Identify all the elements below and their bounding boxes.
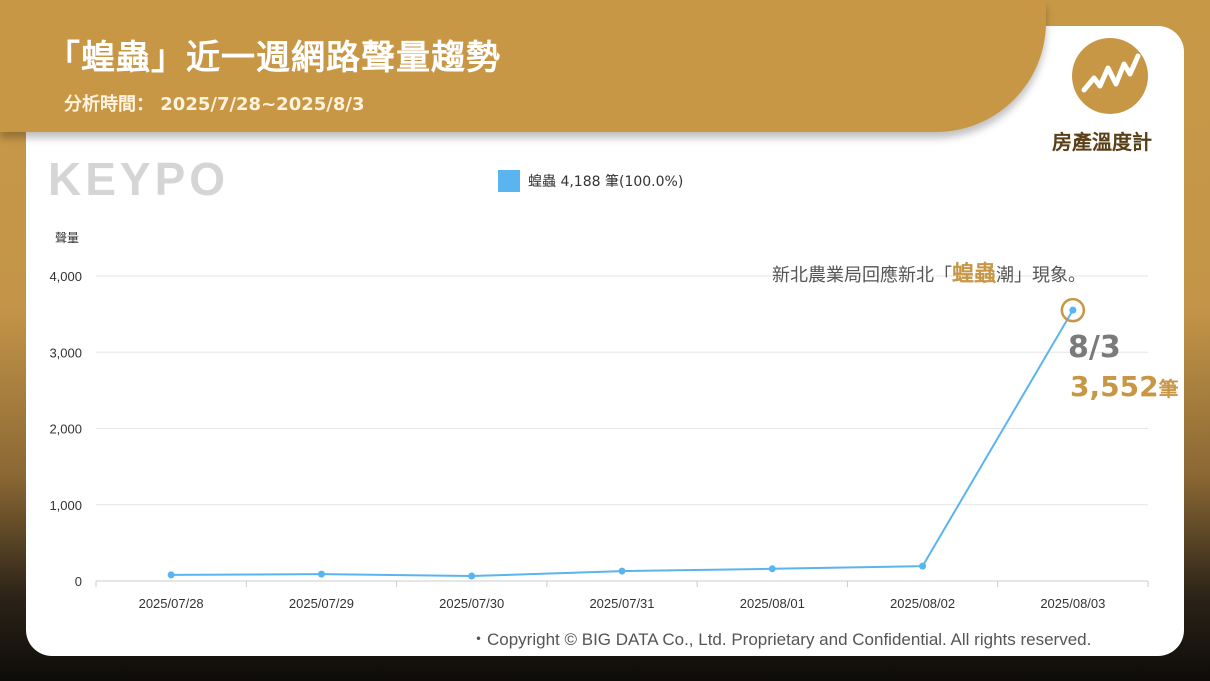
annotation-prefix: 新北農業局回應新北「 [772, 265, 952, 286]
x-tick-label: 2025/08/03 [1040, 596, 1105, 611]
series-line [171, 309, 1074, 578]
legend-label: 蝗蟲 4,188 筆(100.0%) [528, 174, 684, 190]
peak-date-label: 8/3 [1068, 330, 1121, 365]
keypo-watermark: KEYPO [48, 153, 230, 205]
page-title: 「蝗蟲」近一週網路聲量趨勢 [46, 38, 501, 78]
y-tick-label: 0 [75, 574, 82, 589]
y-tick-label: 3,000 [49, 345, 82, 360]
peak-value: 3,552 [1070, 370, 1159, 403]
trend-logo-icon [1072, 38, 1148, 114]
x-tick-label: 2025/07/29 [289, 596, 354, 611]
data-point [317, 570, 325, 578]
peak-highlight-ring [1060, 297, 1086, 323]
data-point [919, 562, 927, 570]
brand-logo: 房產溫度計 [1046, 38, 1176, 158]
copyright-notice: ・Copyright © BIG DATA Co., Ltd. Propriet… [470, 630, 1092, 649]
y-tick-label: 4,000 [49, 269, 82, 284]
data-point [167, 571, 175, 579]
chart-legend: 蝗蟲 4,188 筆(100.0%) [498, 170, 683, 192]
peak-value-label: 3,552筆 [1070, 370, 1179, 403]
x-tick-label: 2025/08/02 [890, 596, 955, 611]
x-tick-label: 2025/07/30 [439, 596, 504, 611]
data-point [618, 567, 626, 575]
annotation-suffix: 潮」現象。 [996, 265, 1087, 286]
data-point [768, 565, 776, 573]
brand-name: 房產溫度計 [1052, 130, 1152, 154]
data-point [1069, 306, 1077, 314]
analysis-period: 分析時間： 2025/7/28~2025/8/3 [64, 94, 365, 115]
data-point [468, 572, 476, 580]
annotation-highlight: 蝗蟲 [952, 262, 997, 287]
y-tick-label: 1,000 [49, 498, 82, 513]
event-annotation: 新北農業局回應新北「蝗蟲潮」現象。 [772, 256, 1086, 288]
legend-swatch [498, 170, 520, 192]
peak-unit: 筆 [1158, 377, 1179, 401]
y-axis-label: 聲量 [55, 230, 79, 245]
x-tick-label: 2025/07/31 [589, 596, 654, 611]
x-tick-label: 2025/07/28 [139, 596, 204, 611]
header-band: 「蝗蟲」近一週網路聲量趨勢 分析時間： 2025/7/28~2025/8/3 [0, 0, 1046, 132]
y-tick-label: 2,000 [49, 422, 82, 437]
x-tick-label: 2025/08/01 [740, 596, 805, 611]
